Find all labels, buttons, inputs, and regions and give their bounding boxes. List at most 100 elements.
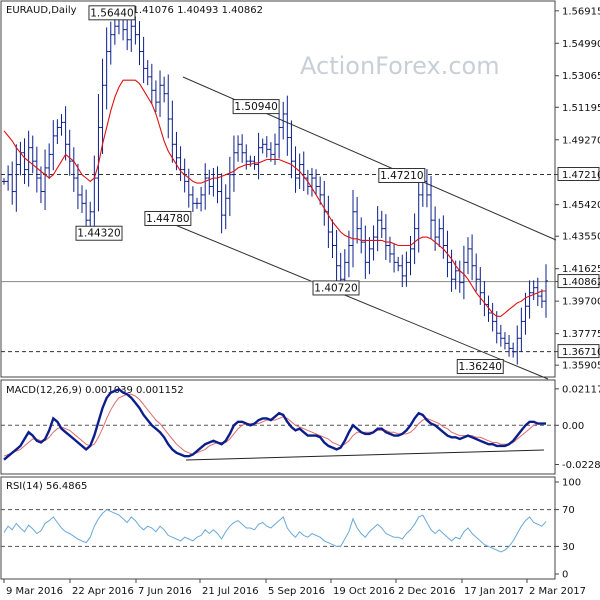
price-axis-label: 1.40862 (562, 277, 600, 288)
macd-axis-label: -0.022814 (562, 460, 600, 471)
price-bar (194, 197, 199, 209)
price-bar (523, 292, 528, 335)
chart-symbol: EURAUD,Daily (6, 5, 77, 16)
x-axis-ticks: 9 Mar 2016 22 Apr 2016 7 Jun 2016 21 Jul 20… (3, 579, 586, 597)
price-labels: 1.56440 1.44320 1.44780 1.50940 1.40720 1.472… (75, 5, 504, 375)
price-axis-label: 1.36710 (562, 347, 600, 358)
price-bar (429, 175, 434, 240)
price-axis-marker (557, 274, 600, 289)
price-axis-label: 1.56915 (562, 6, 600, 17)
price-bar (383, 214, 388, 261)
x-axis-label: 5 Sep 2016 (268, 586, 325, 597)
price-bar (400, 254, 405, 287)
price-bar (170, 100, 175, 163)
price-axis-label: 1.43550 (562, 232, 600, 243)
moving-average-line (3, 79, 546, 317)
svg-text:1.56440: 1.56440 (90, 7, 133, 19)
macd-axis-ticks: 0.021171 0.00 -0.022814 (1, 384, 600, 471)
macd-axis-label: 0.021171 (562, 384, 600, 395)
price-bar (346, 230, 351, 278)
price-bar (502, 332, 507, 350)
price-levels (1, 173, 555, 353)
price-bar (149, 63, 154, 104)
watermark: ActionForex.com (300, 52, 500, 80)
svg-text:1.50940: 1.50940 (234, 101, 277, 113)
price-bar (285, 95, 290, 156)
rsi-axis-label: 30 (562, 542, 575, 553)
price-bar (441, 215, 446, 259)
price-bar (412, 213, 417, 265)
price-bar (277, 113, 282, 159)
price-bar (178, 146, 183, 182)
price-bar (67, 129, 72, 176)
price-bar (465, 237, 470, 275)
price-bar (375, 206, 380, 252)
price-bar (125, 19, 130, 51)
price-bar (392, 243, 397, 273)
price-bar (145, 60, 150, 86)
svg-text:1.44780: 1.44780 (146, 213, 189, 225)
price-bar (80, 185, 85, 214)
price-bar (408, 235, 413, 276)
price-bar (88, 201, 93, 231)
price-bar (527, 280, 532, 319)
rsi-layer (3, 509, 547, 553)
price-bar (30, 135, 35, 174)
price-bar (355, 196, 360, 244)
price-bar (227, 156, 232, 217)
svg-text:1.47210: 1.47210 (380, 170, 423, 182)
price-bar (256, 132, 261, 180)
price-axis-label: 1.41625 (562, 264, 600, 275)
price-bar (367, 237, 372, 275)
price-bar (14, 144, 19, 212)
price-bar (141, 36, 146, 84)
price-bar (6, 165, 11, 191)
price-bar (104, 27, 109, 110)
price-axis-label: 1.53065 (562, 71, 600, 82)
price-bar (203, 163, 208, 210)
x-axis-label: 2 Dec 2016 (398, 586, 456, 597)
price-bar (351, 189, 356, 268)
price-bar (190, 186, 195, 212)
price-bar (359, 217, 364, 254)
price-bar (133, 16, 138, 45)
price-bar (182, 158, 187, 193)
x-axis-label: 17 Jan 2017 (464, 586, 524, 597)
price-bar (158, 70, 163, 117)
price-bar (47, 143, 52, 179)
price-bar (330, 219, 335, 259)
macd-signal-line (3, 393, 546, 457)
price-bar (289, 120, 294, 179)
price-axis-label: 1.54990 (562, 39, 600, 50)
macd-panel (0, 379, 556, 475)
price-bar (108, 21, 113, 65)
price-bar (137, 21, 142, 66)
rsi-axis-ticks: 100 70 30 0 (1, 478, 581, 581)
price-bar (34, 146, 39, 193)
price-panel (0, 0, 556, 378)
price-bar (470, 234, 475, 281)
price-bar (100, 58, 105, 154)
price-bar (474, 253, 479, 292)
price-bar (519, 307, 524, 353)
price-axis-label: 1.39700 (562, 297, 600, 308)
price-bar (166, 74, 171, 139)
price-bar (260, 138, 265, 154)
price-pivot-label: 1.56440 (88, 5, 136, 21)
price-bar (371, 225, 376, 261)
price-bar (38, 166, 43, 204)
price-bar (162, 76, 167, 103)
price-bar (433, 206, 438, 251)
macd-axis-label: 0.00 (562, 421, 584, 432)
x-axis-label: 7 Jun 2016 (138, 586, 192, 597)
price-pivot-label: 1.44320 (75, 225, 123, 241)
price-bar (207, 169, 212, 195)
rsi-axis-label: 100 (562, 478, 581, 489)
price-bar (264, 136, 269, 158)
price-axis-label: 1.45420 (562, 200, 600, 211)
price-bar (219, 173, 224, 234)
price-bar (231, 135, 236, 192)
price-bar (449, 249, 454, 292)
moving-average-layer (3, 79, 546, 317)
